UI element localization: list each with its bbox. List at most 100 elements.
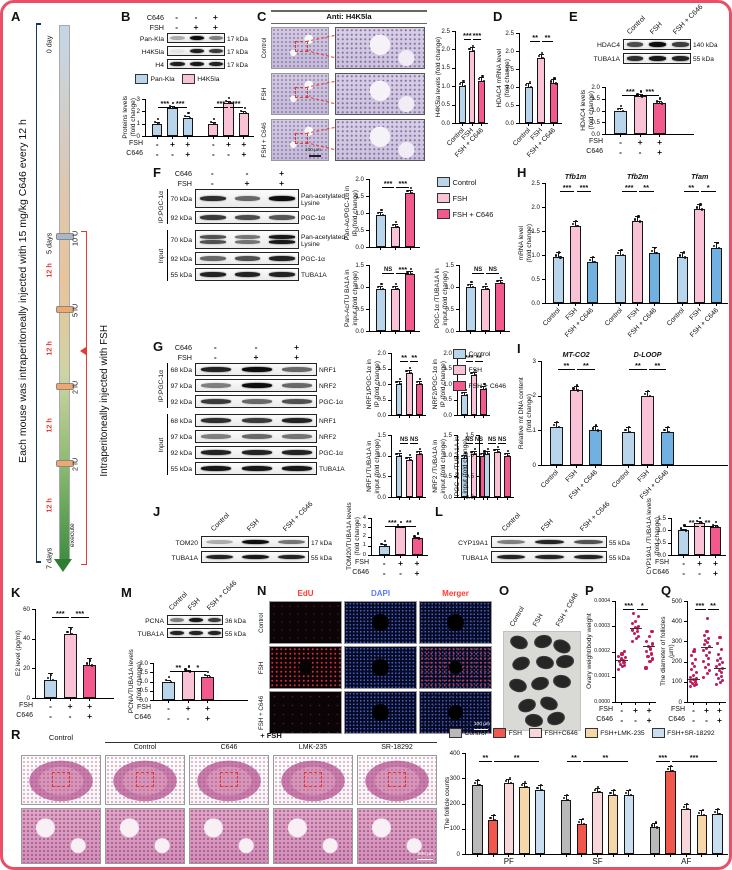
ovary-blob [538, 693, 561, 713]
median-line [687, 678, 700, 680]
panel-h-label: H [517, 165, 527, 180]
y-tick [452, 31, 455, 32]
blot-band [189, 48, 204, 54]
error-bar [499, 279, 501, 283]
error-bar [716, 242, 718, 248]
data-dot [593, 261, 596, 264]
data-dot [717, 246, 720, 249]
bar [677, 257, 689, 303]
y-tick-label: 1.0 [377, 380, 386, 388]
y-tick [538, 361, 541, 362]
sig-bracket [567, 761, 581, 762]
x-tick [719, 702, 720, 705]
data-dot [575, 384, 578, 387]
ovary-blob [534, 653, 556, 671]
data-dot [596, 429, 599, 432]
matrix-row-label: FSH [177, 178, 192, 188]
blot-band [282, 399, 313, 404]
scatter-dot [617, 667, 621, 671]
bar [395, 455, 403, 497]
data-dot [612, 788, 616, 791]
median-line [615, 660, 628, 662]
sig-label: ** [602, 753, 609, 762]
bar [390, 289, 401, 331]
blot-band [672, 42, 689, 47]
scatter-dot [707, 663, 711, 667]
panel-a-timeline: A Each mouse was intraperitoneally injec… [9, 9, 161, 572]
matrix-symbol: - [49, 701, 53, 711]
data-dot [411, 272, 414, 275]
group-x-label: PF [503, 857, 514, 866]
x-tick [670, 854, 672, 857]
bar [524, 87, 534, 123]
data-dot [408, 453, 412, 456]
matrix-symbol: - [155, 139, 159, 149]
panel-f-chart-input1: Pan-Ac/TU BA1A in input (fold change) 0.0… [343, 253, 423, 337]
y-tick [150, 663, 153, 664]
matrix-symbol: + [170, 139, 175, 149]
data-dot [395, 381, 398, 384]
blot-left-label: 68 kDa [170, 418, 192, 426]
error-bar-cap [482, 286, 488, 288]
scatter-dot [694, 681, 698, 685]
x-axis [457, 415, 490, 416]
y-tick-label: 0.0004 [594, 597, 610, 604]
error-bar-cap [378, 211, 384, 213]
blot-band [200, 399, 231, 404]
y-tick [542, 279, 545, 280]
blot-right-label: PGC-1α [319, 399, 343, 407]
legend-label: FSH + C646 [468, 382, 507, 390]
y-tick [368, 518, 371, 519]
scatter-dot [694, 671, 698, 675]
y-tick-label: 0.5 [377, 396, 386, 403]
blot-band-box [195, 379, 317, 392]
data-dot [381, 213, 384, 216]
error-bar [717, 809, 719, 814]
blot-right-label: NRF2 [319, 434, 337, 442]
error-bar-cap [381, 544, 387, 546]
error-bar [89, 658, 91, 666]
data-dot [595, 424, 598, 427]
c-ovary-image [271, 73, 329, 115]
blot-left-label: PCNA [145, 617, 164, 625]
scatter-dot [705, 629, 709, 633]
y-tick-label: 0.5 [139, 687, 148, 695]
blot-band [188, 630, 203, 636]
legend-swatch [437, 193, 450, 203]
error-bar [666, 427, 668, 433]
data-dot [542, 57, 545, 60]
matrix-symbol: + [212, 12, 218, 22]
error-bar-cap [406, 457, 412, 458]
scatter-dot [688, 685, 692, 689]
matrix-symbol: + [244, 177, 250, 188]
y-tick [516, 51, 519, 52]
blot-band [496, 554, 526, 560]
legend-item: Control [453, 349, 490, 359]
data-dot [401, 526, 404, 529]
legend-swatch [135, 74, 148, 84]
x-axis [145, 136, 254, 137]
r-zoom-image [21, 808, 101, 864]
x-tick [418, 497, 420, 500]
legend-item: Control [437, 177, 476, 187]
blot-right-label: NRF1 [319, 367, 337, 375]
y-tick [452, 86, 455, 88]
r-ovary-image [273, 755, 353, 805]
bar [711, 247, 723, 303]
blot-band [269, 256, 296, 261]
blot-band-box [195, 462, 317, 475]
blot-left-label: 97 kDa [170, 383, 192, 391]
data-dot [624, 429, 627, 432]
n-image-mer-fsh [419, 646, 492, 689]
x-tick [581, 854, 583, 857]
lane-label: FSH + C646 [671, 3, 704, 36]
y-tick [668, 530, 671, 532]
y-axis [153, 663, 154, 700]
o-photo [503, 631, 581, 731]
blot-left-label: H4 [155, 61, 164, 69]
bar [201, 676, 215, 700]
matrix-symbol: + [241, 148, 247, 159]
matrix-symbol: - [49, 710, 53, 721]
group-title: D-LOOP [633, 350, 662, 359]
data-dot [380, 542, 383, 545]
